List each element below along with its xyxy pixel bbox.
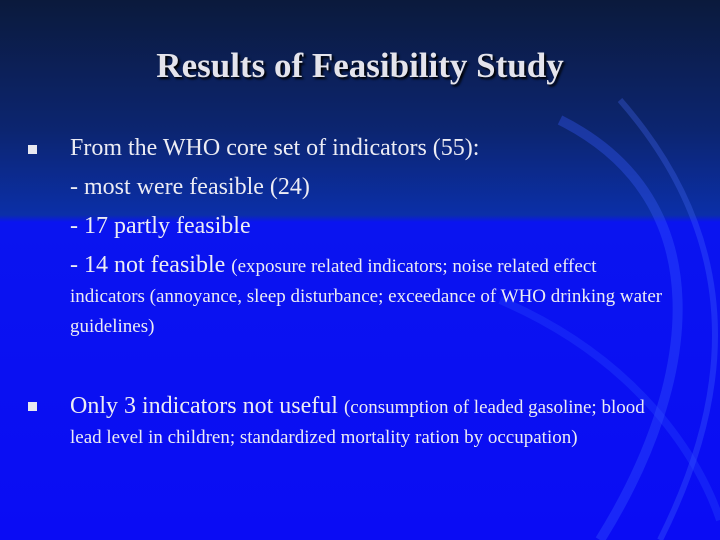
text-line: From the WHO core set of indicators (55)…	[70, 135, 480, 161]
note: (consumption of leaded gasoline; blood l…	[70, 397, 645, 448]
text-line: - most were feasible (24)	[70, 174, 310, 200]
text-line: - 14 not feasible	[70, 252, 226, 278]
note: (exposure related indicators; noise rela…	[70, 256, 663, 337]
text-line: - 17 partly feasible	[70, 213, 251, 239]
bullet-marker	[28, 145, 37, 154]
bullet-marker	[28, 402, 37, 411]
bullet-text: Only 3 indicators not useful (consumptio…	[70, 392, 670, 452]
slide-title: Results of Feasibility Study	[156, 46, 564, 85]
text-paragraph: - 14 not feasible (exposure related indi…	[70, 251, 670, 341]
text-line: Only 3 indicators not useful	[70, 393, 338, 419]
bullet-text: From the WHO core set of indicators (55)…	[70, 129, 670, 341]
